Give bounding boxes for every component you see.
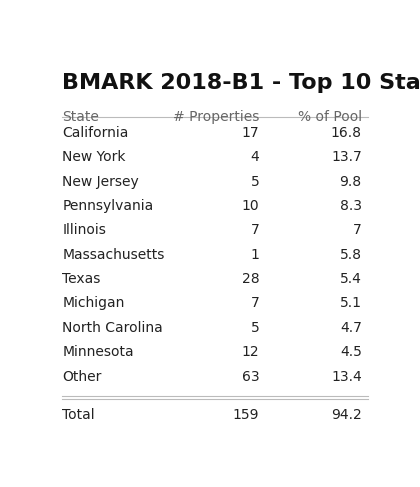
Text: Massachusetts: Massachusetts	[62, 248, 165, 262]
Text: 13.4: 13.4	[331, 370, 362, 384]
Text: New Jersey: New Jersey	[62, 175, 139, 188]
Text: Illinois: Illinois	[62, 224, 106, 237]
Text: State: State	[62, 110, 99, 124]
Text: 8.3: 8.3	[340, 199, 362, 213]
Text: 159: 159	[233, 408, 259, 422]
Text: 5: 5	[250, 321, 259, 335]
Text: 7: 7	[250, 297, 259, 311]
Text: 7: 7	[250, 224, 259, 237]
Text: 5.4: 5.4	[340, 272, 362, 286]
Text: BMARK 2018-B1 - Top 10 States: BMARK 2018-B1 - Top 10 States	[62, 74, 420, 94]
Text: California: California	[62, 126, 129, 140]
Text: 4: 4	[250, 150, 259, 164]
Text: # Properties: # Properties	[173, 110, 259, 124]
Text: % of Pool: % of Pool	[298, 110, 362, 124]
Text: 9.8: 9.8	[340, 175, 362, 188]
Text: New York: New York	[62, 150, 126, 164]
Text: Texas: Texas	[62, 272, 101, 286]
Text: 1: 1	[250, 248, 259, 262]
Text: 94.2: 94.2	[331, 408, 362, 422]
Text: 4.5: 4.5	[340, 345, 362, 359]
Text: 17: 17	[241, 126, 259, 140]
Text: 7: 7	[353, 224, 362, 237]
Text: Total: Total	[62, 408, 95, 422]
Text: 63: 63	[241, 370, 259, 384]
Text: 28: 28	[241, 272, 259, 286]
Text: North Carolina: North Carolina	[62, 321, 163, 335]
Text: 10: 10	[241, 199, 259, 213]
Text: Other: Other	[62, 370, 102, 384]
Text: 4.7: 4.7	[340, 321, 362, 335]
Text: 5.1: 5.1	[340, 297, 362, 311]
Text: Minnesota: Minnesota	[62, 345, 134, 359]
Text: 12: 12	[241, 345, 259, 359]
Text: 16.8: 16.8	[331, 126, 362, 140]
Text: 5.8: 5.8	[340, 248, 362, 262]
Text: Pennsylvania: Pennsylvania	[62, 199, 154, 213]
Text: 5: 5	[250, 175, 259, 188]
Text: Michigan: Michigan	[62, 297, 125, 311]
Text: 13.7: 13.7	[331, 150, 362, 164]
